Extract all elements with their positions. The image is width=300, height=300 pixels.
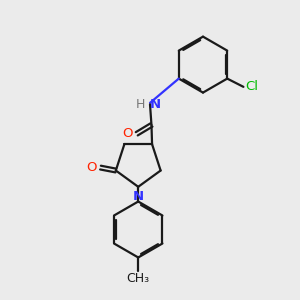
Text: O: O [86, 161, 97, 174]
Text: N: N [150, 98, 161, 111]
Text: O: O [123, 127, 133, 140]
Text: Cl: Cl [245, 80, 258, 93]
Text: CH₃: CH₃ [127, 272, 150, 285]
Text: H: H [136, 98, 146, 111]
Text: N: N [133, 190, 144, 203]
